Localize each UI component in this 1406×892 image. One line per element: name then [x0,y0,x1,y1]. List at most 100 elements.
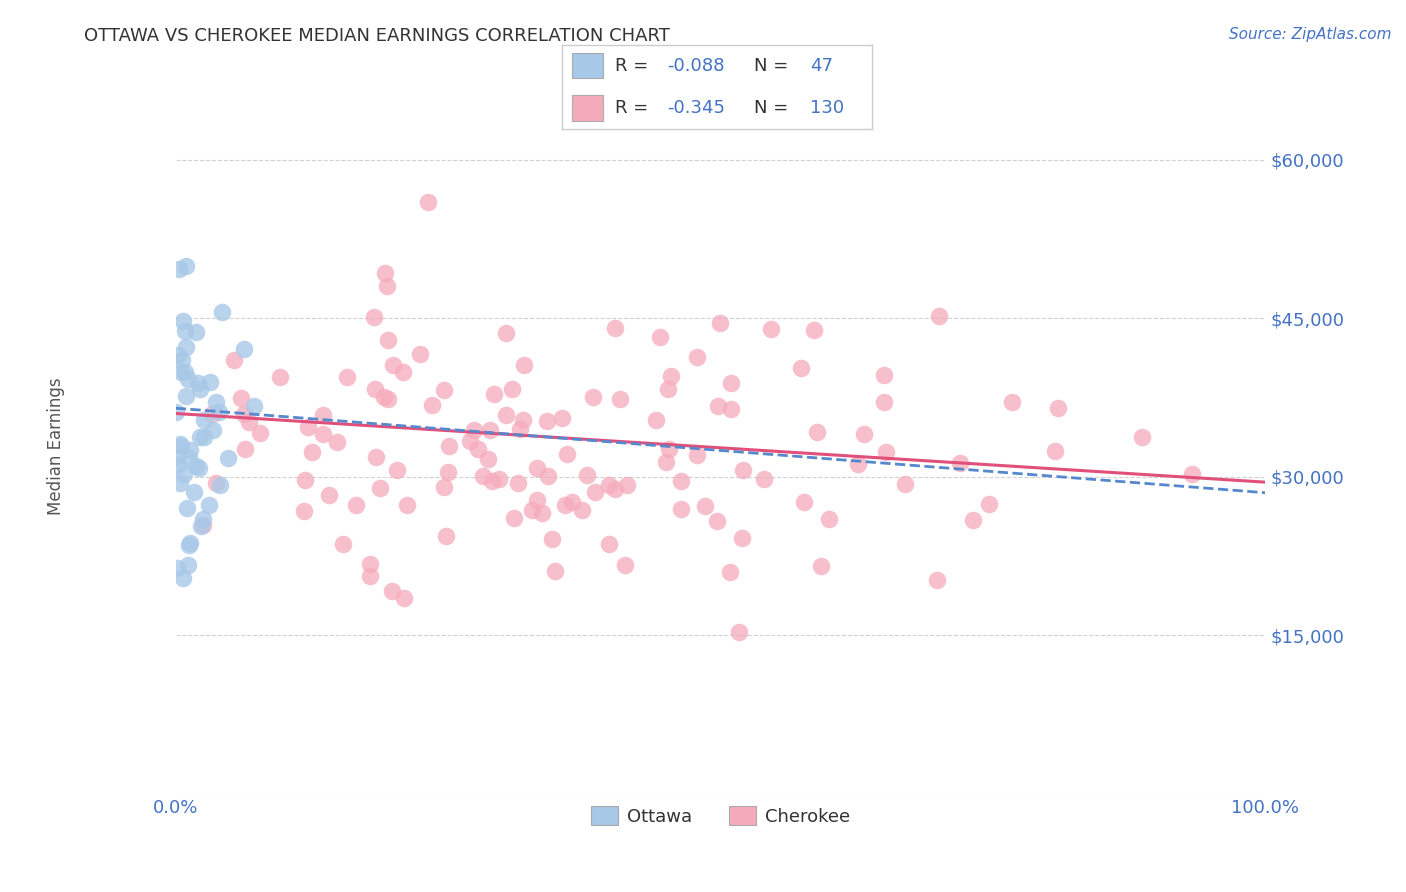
Point [949,457,972,471]
Point [170,440,193,454]
Point [167,261,190,276]
Point [318,488,340,502]
Point [170,365,193,379]
Point [613,558,636,572]
Point [810,559,832,574]
Point [502,511,524,525]
Point [551,410,574,425]
Text: Median Earnings: Median Earnings [48,377,65,515]
Point [434,529,457,543]
Point [603,321,626,335]
Point [789,361,811,376]
Point [479,423,502,437]
Point [184,325,207,339]
Point [172,314,194,328]
Point [174,389,197,403]
Point [238,415,260,429]
Point [359,557,381,571]
Point [364,450,387,464]
Point [669,502,692,516]
Point [495,409,517,423]
Point [616,477,638,491]
Point [583,484,606,499]
Point [720,401,742,416]
Point [381,583,404,598]
Point [506,476,529,491]
Point [686,448,709,462]
Point [471,468,494,483]
Point [520,503,543,517]
Point [655,455,678,469]
Point [243,399,266,413]
Point [671,475,693,489]
Point [326,435,349,450]
Point [605,483,627,497]
Point [554,498,576,512]
Point [336,370,359,384]
Point [170,352,193,367]
Point [420,398,443,412]
Point [187,376,209,390]
Point [581,390,603,404]
Point [332,537,354,551]
Point [526,492,548,507]
Point [657,382,679,396]
Point [1181,467,1204,481]
Point [179,536,201,550]
Point [928,310,950,324]
Point [693,499,716,513]
Point [571,502,593,516]
Text: -0.088: -0.088 [668,57,725,75]
Point [979,497,1001,511]
Point [190,519,212,533]
Point [396,498,419,512]
Point [269,370,291,384]
Point [394,591,416,606]
Point [433,383,456,397]
Point [198,498,221,512]
Point [166,561,188,575]
Point [166,450,188,464]
Point [1132,430,1154,444]
Point [173,467,195,481]
Point [1001,394,1024,409]
Point [374,266,396,280]
Point [544,564,567,578]
FancyBboxPatch shape [572,95,603,120]
Point [391,365,413,379]
Point [292,504,315,518]
Point [555,447,578,461]
Point [463,423,485,437]
Point [229,392,252,406]
Legend: Ottawa, Cherokee: Ottawa, Cherokee [583,799,858,833]
Point [509,422,531,436]
Point [818,512,841,526]
Point [204,475,226,490]
Point [217,451,239,466]
Point [174,365,197,379]
Point [793,495,815,509]
Point [198,375,221,389]
Point [1043,444,1066,458]
Point [165,405,187,419]
Point [537,469,560,483]
Point [373,391,395,405]
Point [718,565,741,579]
Point [188,429,211,443]
Point [598,477,620,491]
Point [806,425,828,440]
Point [202,423,225,437]
Point [598,537,620,551]
Point [205,395,228,409]
Point [962,513,984,527]
Point [731,531,754,545]
FancyBboxPatch shape [572,54,603,78]
Point [650,330,672,344]
Point [166,458,188,473]
Text: -0.345: -0.345 [668,99,725,117]
Point [433,480,456,494]
Point [872,395,894,409]
Point [186,458,208,473]
Point [222,353,245,368]
Point [846,458,869,472]
